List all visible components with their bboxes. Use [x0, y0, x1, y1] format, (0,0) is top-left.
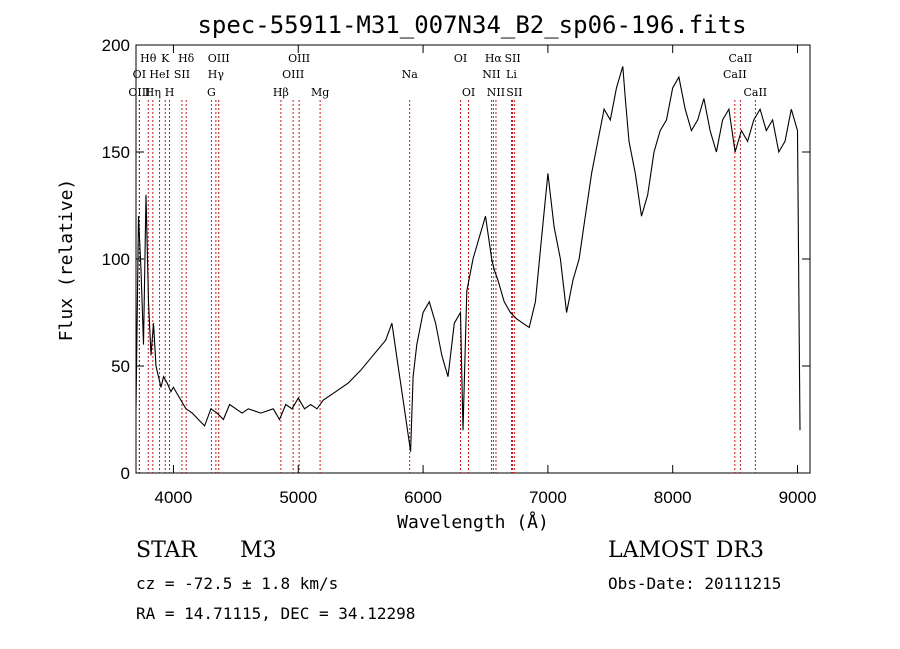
line-label-22: Hβ [273, 86, 289, 99]
line-label-18: OIII [128, 86, 150, 99]
x-tick-label-5: 9000 [779, 488, 817, 507]
y-axis-label: Flux (relative) [56, 179, 77, 342]
line-label-27: CaII [743, 86, 767, 99]
line-label-19: Hη [145, 86, 161, 99]
line-label-1: K [161, 52, 170, 65]
line-label-6: Hα [485, 52, 503, 65]
x-tick-label-0: 4000 [155, 488, 193, 507]
line-label-4: OIII [288, 52, 310, 65]
line-label-17: CaII [723, 68, 747, 81]
line-markers [138, 100, 756, 473]
line-label-16: Li [506, 68, 517, 81]
y-tick-label-0: 0 [121, 464, 130, 483]
y-tick-label-1: 50 [111, 357, 130, 376]
x-axis-label: Wavelength (Å) [397, 511, 549, 533]
x-axis-ticks: 4000 5000 6000 7000 8000 9000 [155, 45, 817, 507]
line-label-15: NII [482, 68, 500, 81]
line-label-24: OI [462, 86, 475, 99]
x-tick-label-1: 5000 [279, 488, 317, 507]
line-label-8: CaII [729, 52, 753, 65]
line-label-13: OIII [282, 68, 304, 81]
class-label: STAR [136, 538, 197, 563]
line-label-3: OIII [208, 52, 230, 65]
line-label-26: SII [506, 86, 522, 99]
coordinates: RA = 14.71115, DEC = 34.12298 [136, 604, 416, 623]
line-label-11: SII [174, 68, 190, 81]
x-tick-label-3: 7000 [529, 488, 567, 507]
cz-value: cz = -72.5 ± 1.8 km/s [136, 574, 339, 593]
obs-date: Obs-Date: 20111215 [608, 574, 782, 593]
subclass-label: M3 [240, 538, 277, 563]
survey-label: LAMOST DR3 [608, 538, 764, 563]
line-label-14: Na [402, 68, 419, 81]
line-label-21: G [207, 86, 216, 99]
spectrum-line [135, 66, 801, 452]
line-label-10: HeI [149, 68, 169, 81]
y-tick-label-4: 200 [102, 36, 130, 55]
line-label-2: Hδ [178, 52, 195, 65]
y-tick-label-3: 150 [102, 143, 130, 162]
x-tick-label-4: 8000 [654, 488, 692, 507]
y-axis-ticks: 0 50 100 150 200 [102, 36, 810, 483]
line-label-23: Mg [311, 86, 329, 99]
line-label-7: SII [504, 52, 520, 65]
line-label-25: NII [487, 86, 505, 99]
line-label-5: OI [454, 52, 467, 65]
chart-title: spec-55911-M31_007N34_B2_sp06-196.fits [197, 11, 746, 39]
line-label-20: H [165, 86, 175, 99]
line-label-9: OI [133, 68, 146, 81]
y-tick-label-2: 100 [102, 250, 130, 269]
line-label-0: Hθ [140, 52, 157, 65]
line-label-12: Hγ [208, 68, 225, 81]
x-tick-label-2: 6000 [404, 488, 442, 507]
